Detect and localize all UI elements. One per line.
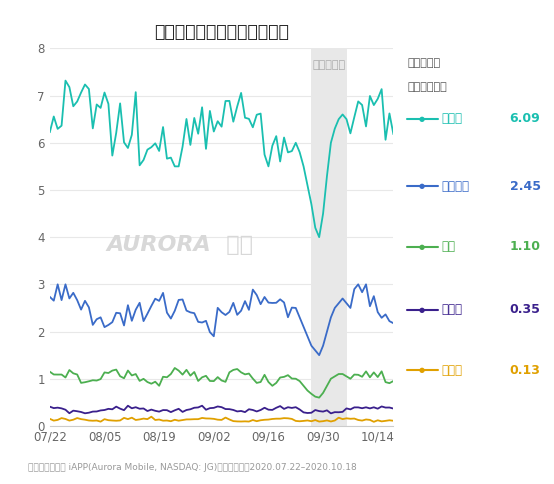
Text: ●: ● [419,367,425,373]
Text: 1.10: 1.10 [510,241,541,253]
Title: 头部房产平台用户日使用时长: 头部房产平台用户日使用时长 [154,23,289,41]
Text: 十一黄金周: 十一黄金周 [312,60,346,70]
Text: ●: ● [419,183,425,189]
Text: 房天下: 房天下 [442,303,463,316]
Text: AURORA  极光: AURORA 极光 [107,235,254,255]
Text: ●: ● [419,116,425,121]
Bar [311,48,346,426]
Text: 0.35: 0.35 [510,303,541,316]
Text: ●: ● [419,307,425,313]
Text: 贝壳找房: 贝壳找房 [442,180,470,193]
Text: （十万小时）: （十万小时） [407,82,447,92]
Text: 2.45: 2.45 [510,180,541,193]
Text: 平均日时长: 平均日时长 [407,58,440,68]
Text: 链家: 链家 [442,241,455,253]
Text: 数据来源：极光 iAPP(Aurora Mobile, NASDAQ: JG)；数据周期：2020.07.22–2020.10.18: 数据来源：极光 iAPP(Aurora Mobile, NASDAQ: JG)；… [28,463,356,472]
Text: 幸福里: 幸福里 [442,364,463,377]
Text: 安居客: 安居客 [442,112,463,125]
Text: ●: ● [419,244,425,250]
Text: 6.09: 6.09 [510,112,541,125]
Text: 0.13: 0.13 [510,364,541,377]
